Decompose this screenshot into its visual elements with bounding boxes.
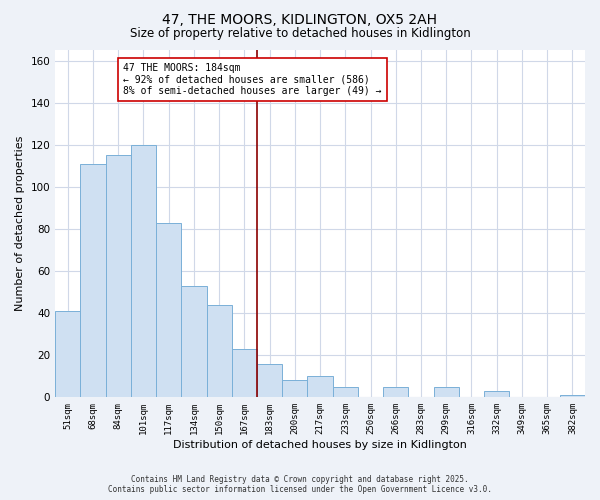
Text: 47 THE MOORS: 184sqm
← 92% of detached houses are smaller (586)
8% of semi-detac: 47 THE MOORS: 184sqm ← 92% of detached h… <box>123 62 382 96</box>
Text: Size of property relative to detached houses in Kidlington: Size of property relative to detached ho… <box>130 28 470 40</box>
Bar <box>257 364 282 398</box>
Bar <box>282 380 307 398</box>
Bar <box>156 222 181 398</box>
Bar <box>106 156 131 398</box>
Bar <box>307 376 332 398</box>
Bar <box>383 387 409 398</box>
Bar <box>560 395 585 398</box>
Bar <box>181 286 206 398</box>
Bar <box>434 387 459 398</box>
Text: 47, THE MOORS, KIDLINGTON, OX5 2AH: 47, THE MOORS, KIDLINGTON, OX5 2AH <box>163 12 437 26</box>
Bar <box>131 144 156 398</box>
Bar <box>484 391 509 398</box>
Bar <box>332 387 358 398</box>
X-axis label: Distribution of detached houses by size in Kidlington: Distribution of detached houses by size … <box>173 440 467 450</box>
Bar <box>80 164 106 398</box>
Text: Contains HM Land Registry data © Crown copyright and database right 2025.
Contai: Contains HM Land Registry data © Crown c… <box>108 474 492 494</box>
Bar <box>232 349 257 398</box>
Y-axis label: Number of detached properties: Number of detached properties <box>15 136 25 312</box>
Bar <box>55 311 80 398</box>
Bar <box>206 304 232 398</box>
